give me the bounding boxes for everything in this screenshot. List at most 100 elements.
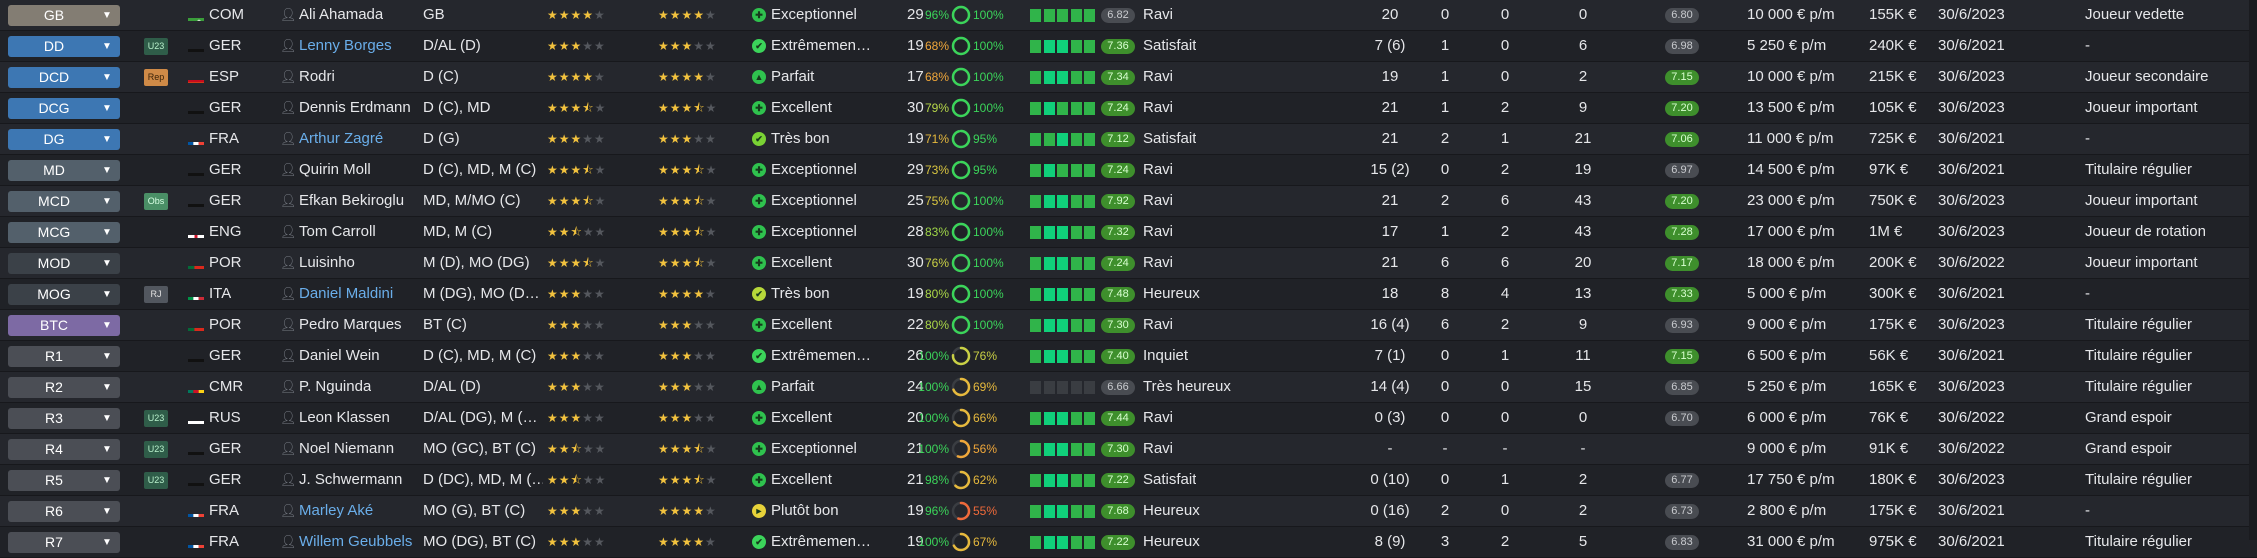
player-row[interactable]: GB▼ COM 👤︎ Ali Ahamada GB ★★★★★ ★★★★★ ✚ …: [0, 0, 2257, 31]
form-icon: ✚: [752, 101, 766, 115]
player-name[interactable]: Pedro Marques: [299, 310, 402, 340]
position-dropdown[interactable]: DCD▼: [8, 67, 120, 88]
squad-status: Titulaire régulier: [2085, 527, 2192, 557]
player-name[interactable]: Willem Geubbels: [299, 527, 412, 557]
position-dropdown[interactable]: R6▼: [8, 501, 120, 522]
position-dropdown[interactable]: MOD▼: [8, 253, 120, 274]
squad-status: Joueur important: [2085, 93, 2198, 123]
person-icon: 👤︎: [280, 124, 297, 154]
contract-expiry: 30/6/2021: [1938, 279, 2005, 309]
player-row[interactable]: BTC▼ POR 👤︎ Pedro Marques BT (C) ★★★★★ ★…: [0, 310, 2257, 341]
chevron-down-icon: ▼: [99, 501, 115, 522]
player-name[interactable]: P. Nguinda: [299, 372, 371, 402]
average-rating-badge: 7.30: [1101, 442, 1135, 457]
season-rating-badge: 6.98: [1665, 39, 1699, 54]
fitness-segment: [1071, 195, 1082, 208]
value: 180K €: [1869, 465, 1917, 495]
position-dropdown[interactable]: R5▼: [8, 470, 120, 491]
potential-ability-stars: ★★★★★: [658, 527, 758, 557]
player-name[interactable]: Dennis Erdmann: [299, 93, 411, 123]
player-name[interactable]: Daniel Maldini: [299, 279, 393, 309]
recent-form-bars: [1030, 9, 1098, 22]
player-name[interactable]: Lenny Borges: [299, 31, 392, 61]
fitness-segment: [1044, 226, 1055, 239]
fitness-segment: [1057, 102, 1068, 115]
position-dropdown[interactable]: R1▼: [8, 346, 120, 367]
fitness-segment: [1057, 505, 1068, 518]
position-label: BTC: [40, 317, 68, 333]
squad-status: Grand espoir: [2085, 403, 2172, 433]
form-label: Très bon: [771, 124, 891, 154]
recent-form-bars: [1030, 505, 1098, 518]
recent-form-bars: [1030, 40, 1098, 53]
player-name[interactable]: Marley Aké: [299, 496, 373, 526]
average-rating-badge: 7.92: [1101, 194, 1135, 209]
fitness-segment: [1057, 443, 1068, 456]
position-dropdown[interactable]: R7▼: [8, 532, 120, 553]
squad-status: -: [2085, 124, 2090, 154]
player-row[interactable]: R5▼ U23 GER 👤︎ J. Schwermann D (DC), MD,…: [0, 465, 2257, 496]
fitness-segment: [1057, 226, 1068, 239]
player-name[interactable]: Noel Niemann: [299, 434, 394, 464]
player-row[interactable]: R2▼ CMR 👤︎ P. Nguinda D/AL (D) ★★★★★ ★★★…: [0, 372, 2257, 403]
flag-icon: [188, 103, 204, 114]
player-name[interactable]: Ali Ahamada: [299, 0, 383, 30]
match-fitness-percent: 62%: [973, 465, 997, 495]
position-dropdown[interactable]: GB▼: [8, 5, 120, 26]
player-row[interactable]: R7▼ FRA 👤︎ Willem Geubbels MO (DG), BT (…: [0, 527, 2257, 558]
player-row[interactable]: MCD▼ Obs GER 👤︎ Efkan Bekiroglu MD, M/MO…: [0, 186, 2257, 217]
position-dropdown[interactable]: MOG▼: [8, 284, 120, 305]
player-row[interactable]: R3▼ U23 RUS 👤︎ Leon Klassen D/AL (DG), M…: [0, 403, 2257, 434]
position-dropdown[interactable]: MCD▼: [8, 191, 120, 212]
fitness-segment: [1084, 474, 1095, 487]
player-row[interactable]: DD▼ U23 GER 👤︎ Lenny Borges D/AL (D) ★★★…: [0, 31, 2257, 62]
player-row[interactable]: R6▼ FRA 👤︎ Marley Aké MO (G), BT (C) ★★★…: [0, 496, 2257, 527]
position-dropdown[interactable]: MD▼: [8, 160, 120, 181]
player-name[interactable]: Daniel Wein: [299, 341, 380, 371]
potential-ability-stars: ★★★⯪★: [658, 248, 758, 278]
fitness-segment: [1030, 164, 1041, 177]
player-row[interactable]: MD▼ GER 👤︎ Quirin Moll D (C), MD, M (C) …: [0, 155, 2257, 186]
player-row[interactable]: MOG▼ RJ ITA 👤︎ Daniel Maldini M (DG), MO…: [0, 279, 2257, 310]
match-fitness-percent: 100%: [973, 186, 1004, 216]
player-name[interactable]: Quirin Moll: [299, 155, 371, 185]
position-dropdown[interactable]: R2▼: [8, 377, 120, 398]
flag-icon: [188, 258, 204, 269]
current-ability-stars: ★★★★★: [547, 496, 647, 526]
position-dropdown[interactable]: DD▼: [8, 36, 120, 57]
person-icon: 👤︎: [280, 62, 297, 92]
position-dropdown[interactable]: R4▼: [8, 439, 120, 460]
condition-percent: 79%: [913, 93, 949, 123]
scrollbar[interactable]: [2249, 0, 2257, 540]
condition-percent: 71%: [913, 124, 949, 154]
player-row[interactable]: DCD▼ Rep ESP 👤︎ Rodri D (C) ★★★★★ ★★★★★ …: [0, 62, 2257, 93]
player-name[interactable]: Luisinho: [299, 248, 355, 278]
nationality: GER: [209, 186, 242, 216]
player-row[interactable]: R4▼ U23 GER 👤︎ Noel Niemann MO (GC), BT …: [0, 434, 2257, 465]
player-name[interactable]: Leon Klassen: [299, 403, 390, 433]
player-name[interactable]: Efkan Bekiroglu: [299, 186, 404, 216]
player-name[interactable]: J. Schwermann: [299, 465, 402, 495]
player-name[interactable]: Arthur Zagré: [299, 124, 383, 154]
player-row[interactable]: MOD▼ POR 👤︎ Luisinho M (D), MO (DG) ★★★⯪…: [0, 248, 2257, 279]
position-dropdown[interactable]: DG▼: [8, 129, 120, 150]
player-name[interactable]: Rodri: [299, 62, 335, 92]
form-icon: ✚: [752, 225, 766, 239]
player-name[interactable]: Tom Carroll: [299, 217, 376, 247]
position-dropdown[interactable]: R3▼: [8, 408, 120, 429]
goals: 6: [1425, 248, 1465, 278]
player-row[interactable]: DCG▼ GER 👤︎ Dennis Erdmann D (C), MD ★★★…: [0, 93, 2257, 124]
position-label: DCG: [38, 100, 69, 116]
goals: 0: [1425, 155, 1465, 185]
chevron-down-icon: ▼: [99, 129, 115, 150]
season-rating-badge: 7.33: [1665, 287, 1699, 302]
position-dropdown[interactable]: MCG▼: [8, 222, 120, 243]
position-dropdown[interactable]: DCG▼: [8, 98, 120, 119]
potential-ability-stars: ★★★★★: [658, 403, 758, 433]
position-dropdown[interactable]: BTC▼: [8, 315, 120, 336]
goals: 0: [1425, 465, 1465, 495]
player-row[interactable]: R1▼ GER 👤︎ Daniel Wein D (C), MD, M (C) …: [0, 341, 2257, 372]
match-fitness-ring-icon: [951, 253, 971, 273]
player-row[interactable]: DG▼ FRA 👤︎ Arthur Zagré D (G) ★★★★★ ★★★★…: [0, 124, 2257, 155]
player-row[interactable]: MCG▼ ENG 👤︎ Tom Carroll MD, M (C) ★★⯪★★ …: [0, 217, 2257, 248]
